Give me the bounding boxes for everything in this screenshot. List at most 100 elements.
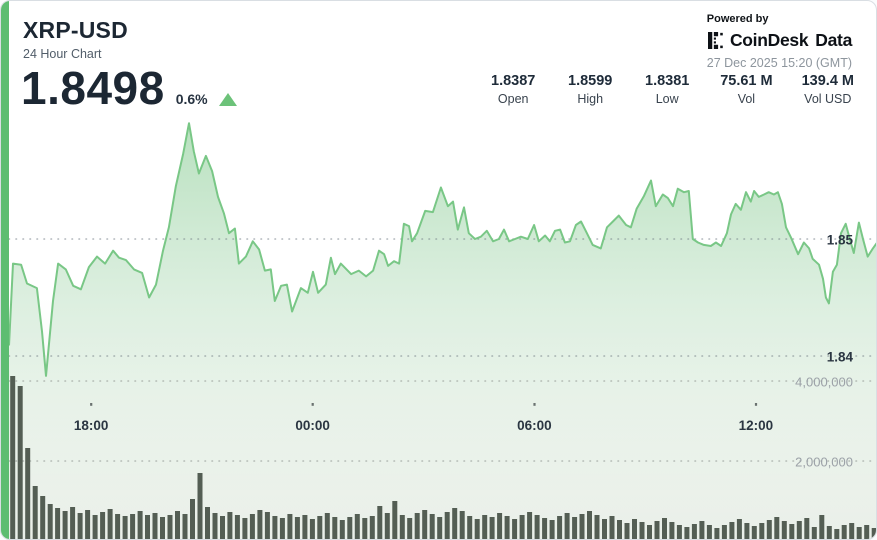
volume-bar bbox=[175, 511, 180, 539]
volume-bar bbox=[347, 517, 353, 539]
volume-bar bbox=[617, 520, 622, 539]
volume-bar bbox=[137, 511, 143, 539]
current-price: 1.8498 bbox=[21, 62, 165, 114]
volume-bar bbox=[25, 448, 31, 539]
volume-bar bbox=[706, 525, 712, 539]
volume-bar bbox=[796, 521, 802, 539]
volume-bar bbox=[130, 514, 136, 539]
volume-bar bbox=[609, 516, 615, 539]
volume-bar bbox=[302, 515, 308, 539]
stat-open: 1.8387 Open bbox=[489, 73, 537, 106]
volume-bar bbox=[504, 516, 510, 539]
volume-bar bbox=[249, 514, 255, 539]
volume-bar bbox=[871, 528, 876, 539]
volume-bar bbox=[489, 517, 495, 539]
price-change-percent: 0.6% bbox=[175, 91, 208, 107]
volume-bar bbox=[212, 513, 218, 539]
volume-bar bbox=[512, 519, 518, 539]
volume-bar bbox=[40, 496, 46, 539]
volume-bar bbox=[399, 515, 405, 539]
volume-bar bbox=[205, 507, 210, 539]
volume-bar bbox=[317, 516, 323, 539]
stat-volume-usd: 139.4 M Vol USD bbox=[802, 73, 854, 106]
volume-bar bbox=[654, 521, 660, 539]
volume-bar bbox=[242, 518, 248, 539]
volume-bar bbox=[77, 513, 83, 539]
volume-bar bbox=[100, 512, 106, 539]
volume-bar bbox=[849, 523, 855, 539]
volume-bar bbox=[572, 517, 578, 539]
volume-bar bbox=[264, 512, 270, 539]
price-axis-label: 1.84 bbox=[827, 350, 854, 365]
volume-bar bbox=[482, 515, 488, 539]
stat-value: 139.4 M bbox=[801, 73, 854, 89]
volume-bar bbox=[459, 511, 465, 539]
volume-bar bbox=[197, 473, 203, 539]
volume-bar bbox=[557, 516, 563, 539]
chart-subtitle: 24 Hour Chart bbox=[23, 47, 102, 61]
volume-bar bbox=[841, 525, 847, 539]
volume-bar bbox=[160, 517, 165, 539]
volume-bar bbox=[369, 516, 375, 539]
powered-by-label: Powered by bbox=[706, 13, 769, 25]
volume-bar bbox=[115, 514, 121, 539]
volume-axis-label: 4,000,000 bbox=[795, 375, 853, 390]
time-axis-label: 06:00 bbox=[517, 418, 552, 433]
price-line bbox=[8, 122, 876, 377]
volume-bar bbox=[190, 499, 195, 539]
volume-bar bbox=[564, 513, 570, 539]
volume-bar bbox=[107, 509, 113, 539]
brand-suffix: Data bbox=[815, 30, 852, 50]
volume-bar bbox=[669, 522, 675, 539]
stat-label: Low bbox=[655, 92, 679, 106]
volume-bar bbox=[47, 504, 53, 539]
volume-bar bbox=[662, 518, 667, 539]
volume-bar bbox=[414, 513, 420, 539]
coindesk-data-link[interactable]: CoinDesk Data bbox=[707, 30, 852, 51]
stat-high: 1.8599 High bbox=[566, 73, 614, 106]
volume-bar bbox=[542, 518, 548, 539]
volume-bar bbox=[362, 518, 368, 539]
volume-bar bbox=[804, 518, 810, 539]
volume-bar bbox=[227, 512, 233, 539]
volume-bar bbox=[766, 520, 772, 539]
volume-bar bbox=[474, 519, 480, 539]
volume-bar bbox=[819, 515, 825, 539]
stats-row: 1.8387 Open 1.8599 High 1.8381 Low 75.61… bbox=[489, 73, 854, 106]
price-axis-label: 1.85 bbox=[827, 233, 854, 248]
volume-bar bbox=[324, 513, 330, 539]
volume-bar bbox=[70, 507, 76, 539]
time-tick bbox=[533, 403, 536, 406]
volume-bar bbox=[684, 527, 690, 539]
accent-strip bbox=[1, 1, 9, 539]
volume-bar bbox=[744, 523, 750, 539]
brand-name: CoinDesk bbox=[729, 30, 809, 50]
time-axis-label: 18:00 bbox=[74, 418, 109, 433]
coindesk-logo-icon bbox=[707, 32, 723, 49]
volume-bar bbox=[354, 514, 360, 539]
volume-bar bbox=[714, 528, 720, 539]
volume-bar bbox=[834, 529, 840, 539]
volume-bar bbox=[234, 515, 240, 539]
volume-bar bbox=[407, 518, 413, 539]
stat-label: High bbox=[577, 92, 604, 106]
volume-bar bbox=[759, 523, 765, 539]
volume-bar bbox=[92, 515, 98, 539]
volume-bar bbox=[781, 521, 787, 539]
time-tick bbox=[754, 403, 758, 406]
price-row: 1.8498 0.6% bbox=[21, 65, 237, 111]
volume-bar bbox=[549, 520, 555, 539]
volume-bar bbox=[122, 516, 128, 539]
volume-bar bbox=[392, 501, 398, 539]
volume-bar bbox=[639, 522, 645, 539]
stat-value: 1.8381 bbox=[645, 73, 690, 89]
volume-bar bbox=[85, 510, 91, 539]
volume-bar bbox=[272, 516, 278, 539]
volume-bar bbox=[309, 519, 315, 539]
volume-bar bbox=[751, 526, 757, 539]
volume-bar bbox=[632, 519, 637, 539]
volume-bar bbox=[691, 524, 697, 539]
volume-bar bbox=[55, 508, 61, 539]
